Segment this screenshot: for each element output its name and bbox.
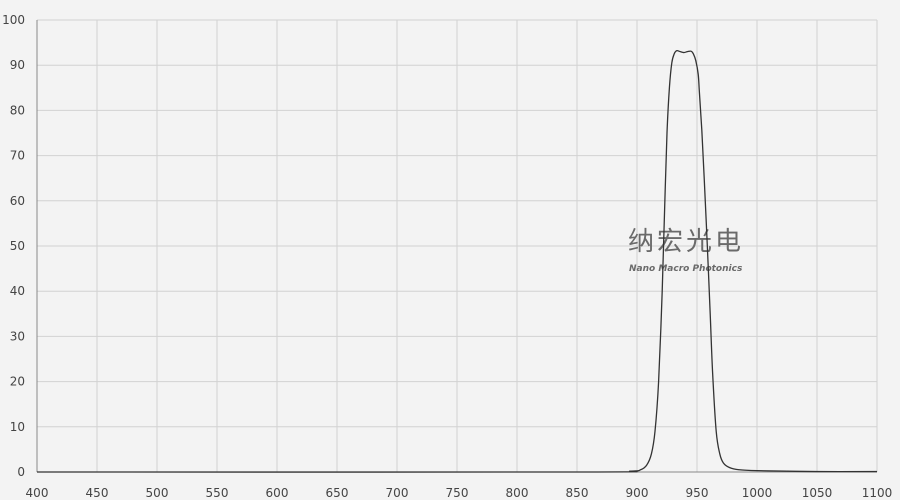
y-tick-label: 80 [10,103,25,117]
x-tick-label: 500 [146,486,169,500]
series-line [36,50,878,473]
x-tick-label: 650 [326,486,349,500]
watermark-cn: 纳宏光电 [628,227,744,257]
x-tick-label: 700 [386,486,409,500]
x-tick-label: 450 [86,486,109,500]
y-tick-label: 70 [10,149,25,163]
watermark-en: Nano Macro Photonics [629,264,743,274]
y-tick-label: 30 [10,329,25,343]
x-tick-label: 950 [686,486,709,500]
grid [36,19,878,473]
y-tick-label: 100 [2,13,25,27]
x-tick-label: 750 [446,486,469,500]
y-tick-label: 50 [10,239,25,253]
y-tick-label: 40 [10,284,25,298]
x-tick-label: 900 [626,486,649,500]
y-tick-label: 0 [17,465,25,479]
x-tick-label: 600 [266,486,289,500]
x-tick-label: 800 [506,486,529,500]
x-tick-label: 1100 [862,486,893,500]
y-tick-label: 60 [10,194,25,208]
x-tick-label: 1000 [742,486,773,500]
y-tick-label: 90 [10,58,25,72]
x-tick-label: 400 [26,486,49,500]
x-tick-label: 1050 [802,486,833,500]
y-tick-label: 10 [10,420,25,434]
y-tick-label: 20 [10,375,25,389]
x-tick-label: 550 [206,486,229,500]
tick-labels: 400 450 500 550 600 650 700 750 800 850 900 950 1000… [2,13,892,500]
x-tick-label: 850 [566,486,589,500]
